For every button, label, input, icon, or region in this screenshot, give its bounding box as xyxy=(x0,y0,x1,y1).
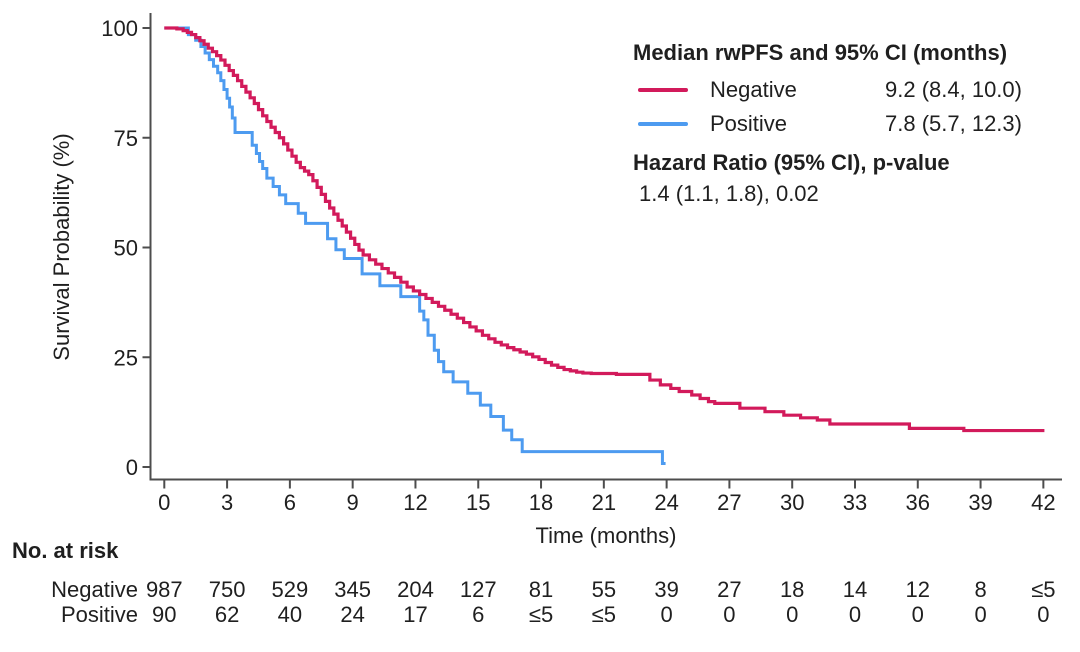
risk-count-positive: ≤5 xyxy=(528,602,554,627)
positive-line-swatch xyxy=(638,122,688,126)
x-tick-label: 0 xyxy=(158,490,170,515)
legend-median-negative: 9.2 (8.4, 10.0) xyxy=(885,77,1022,102)
risk-row-label-negative: Negative xyxy=(51,577,138,602)
risk-count-negative: 529 xyxy=(271,577,309,602)
risk-count-positive: 90 xyxy=(152,602,177,627)
x-tick-label: 12 xyxy=(403,490,427,515)
y-axis-title: Survival Probability (%) xyxy=(49,133,74,361)
hazard-ratio-title: Hazard Ratio (95% CI), p-value xyxy=(633,150,950,175)
risk-count-negative: 987 xyxy=(145,577,183,602)
y-tick-label: 50 xyxy=(114,236,138,261)
risk-count-positive: 6 xyxy=(472,602,485,627)
risk-count-negative: 14 xyxy=(842,577,868,602)
x-tick-label: 6 xyxy=(284,490,296,515)
risk-count-positive: 40 xyxy=(277,602,303,627)
risk-count-negative: ≤5 xyxy=(1031,577,1056,602)
risk-count-positive: 0 xyxy=(848,602,862,627)
risk-count-negative: 750 xyxy=(208,577,246,602)
risk-count-positive: 24 xyxy=(340,602,365,627)
x-axis-title: Time (months) xyxy=(535,523,677,548)
risk-count-positive: 0 xyxy=(1037,602,1050,627)
x-tick-label: 27 xyxy=(717,490,741,515)
y-tick-label: 25 xyxy=(114,345,138,370)
x-tick-label: 30 xyxy=(780,490,804,515)
risk-count-negative: 27 xyxy=(717,577,742,602)
hazard-ratio-value: 1.4 (1.1, 1.8), 0.02 xyxy=(639,181,819,206)
y-tick-label: 0 xyxy=(126,455,138,480)
axis-spines xyxy=(149,13,1062,481)
risk-count-negative: 39 xyxy=(654,577,679,602)
x-tick-label: 18 xyxy=(529,490,553,515)
risk-table-title: No. at risk xyxy=(12,538,119,563)
risk-row-label-positive: Positive xyxy=(60,602,138,627)
risk-count-positive: 0 xyxy=(911,602,924,627)
risk-count-negative: 204 xyxy=(397,577,434,602)
risk-count-positive: 0 xyxy=(786,602,799,627)
survival-curve-negative xyxy=(164,26,1045,433)
x-tick-label: 15 xyxy=(466,490,490,515)
negative-line-swatch xyxy=(638,88,688,92)
legend-title: Median rwPFS and 95% CI (months) xyxy=(633,40,1008,65)
x-tick-label: 33 xyxy=(843,490,867,515)
risk-count-negative: 18 xyxy=(779,577,805,602)
risk-count-negative: 8 xyxy=(974,577,987,602)
x-tick-label: 3 xyxy=(221,490,233,515)
y-tick-label: 100 xyxy=(101,16,138,41)
risk-count-positive: 17 xyxy=(403,602,428,627)
risk-count-positive: 62 xyxy=(214,602,240,627)
legend-row-negative: Negative 9.2 (8.4, 10.0) xyxy=(0,77,1080,103)
risk-count-positive: ≤5 xyxy=(591,602,616,627)
x-tick-label: 42 xyxy=(1031,490,1055,515)
y-tick-label: 75 xyxy=(114,126,138,151)
risk-count-negative: 12 xyxy=(905,577,930,602)
legend-label-positive: Positive xyxy=(710,111,788,136)
risk-count-positive: 0 xyxy=(974,602,987,627)
legend-row-positive: Positive 7.8 (5.7, 12.3) xyxy=(0,111,1080,137)
x-tick-label: 39 xyxy=(968,490,992,515)
legend-label-negative: Negative xyxy=(710,77,797,102)
x-tick-label: 36 xyxy=(906,490,930,515)
x-tick-label: 21 xyxy=(592,490,616,515)
x-tick-label: 24 xyxy=(654,490,678,515)
risk-count-positive: 0 xyxy=(660,602,673,627)
x-tick-label: 9 xyxy=(347,490,359,515)
risk-count-negative: 55 xyxy=(591,577,617,602)
risk-count-positive: 0 xyxy=(723,602,736,627)
risk-count-negative: 127 xyxy=(459,577,497,602)
legend-median-positive: 7.8 (5.7, 12.3) xyxy=(885,111,1022,136)
risk-count-negative: 81 xyxy=(528,577,554,602)
survival-curve-positive xyxy=(164,26,666,465)
risk-count-negative: 345 xyxy=(334,577,372,602)
